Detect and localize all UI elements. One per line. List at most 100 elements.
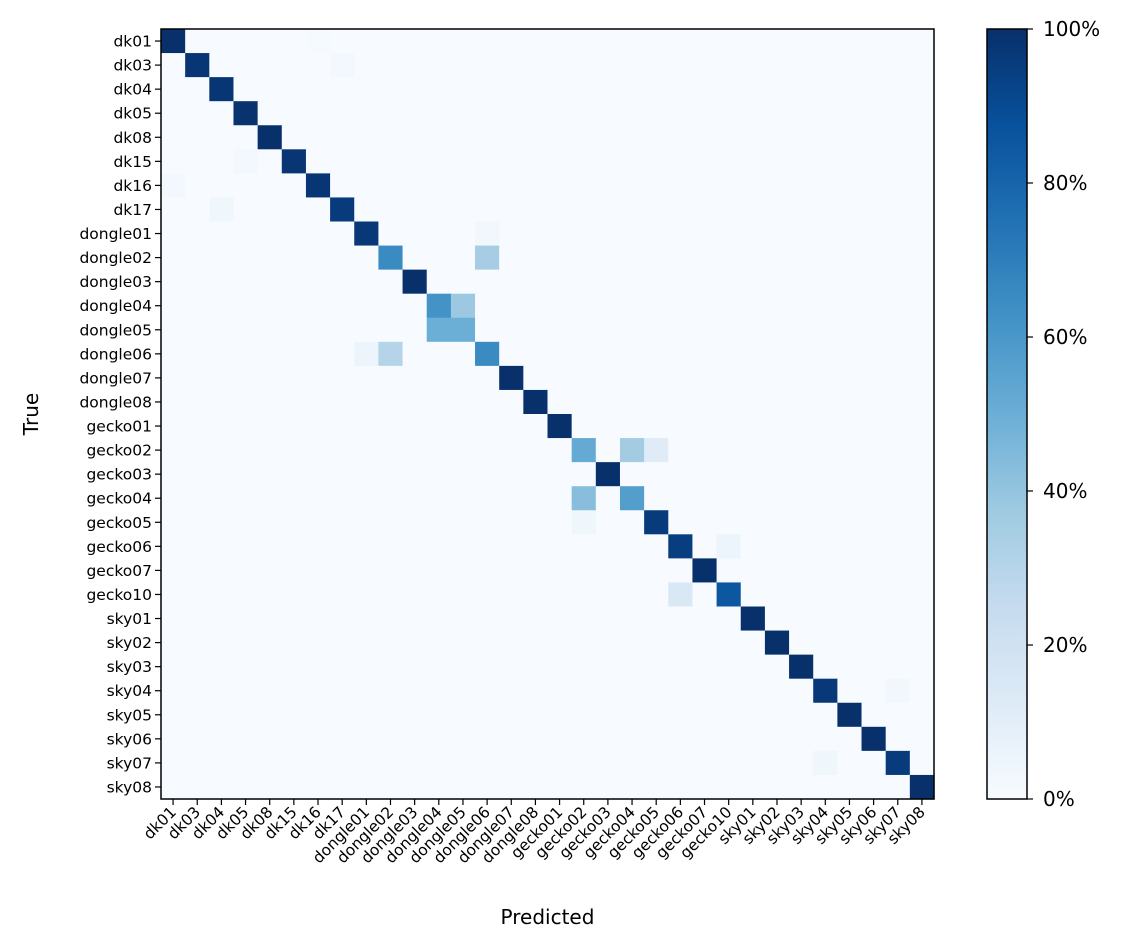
heatmap-cell: [402, 414, 428, 439]
heatmap-cell: [330, 365, 355, 391]
heatmap-cell: [619, 582, 645, 608]
heatmap-cell: [161, 125, 186, 150]
heatmap-cell: [499, 317, 524, 343]
heatmap-cell: [305, 197, 331, 223]
heatmap-cell: [281, 149, 307, 174]
heatmap-cell: [499, 510, 524, 535]
heatmap-cell: [885, 678, 911, 704]
heatmap-cell: [354, 582, 380, 608]
heatmap-cell: [740, 389, 766, 415]
heatmap-cell: [354, 101, 380, 126]
heatmap-cell: [595, 53, 621, 78]
heatmap-cell: [330, 438, 355, 463]
heatmap-cell: [764, 414, 790, 439]
heatmap-cell: [305, 582, 331, 608]
heatmap-cell: [402, 702, 428, 728]
heatmap-cell: [426, 389, 452, 415]
heatmap-cell: [523, 365, 549, 391]
heatmap-cell: [837, 29, 863, 54]
heatmap-cell: [692, 77, 718, 102]
heatmap-cell: [185, 221, 210, 247]
heatmap-cell: [813, 774, 838, 800]
heatmap-cell: [813, 486, 838, 511]
heatmap-cell: [330, 414, 355, 439]
heatmap-cell: [209, 774, 235, 800]
heatmap-cell: [813, 678, 838, 704]
heatmap-cell: [257, 125, 283, 150]
heatmap-cell: [281, 702, 307, 728]
heatmap-cell: [475, 365, 500, 391]
heatmap-cell: [257, 197, 283, 223]
heatmap-cell: [861, 774, 887, 800]
heatmap-cell: [161, 774, 186, 800]
heatmap-cell: [885, 486, 911, 511]
heatmap-cell: [571, 341, 597, 367]
heatmap-cell: [450, 53, 476, 78]
heatmap-cell: [764, 317, 790, 343]
heatmap-cell: [305, 606, 331, 632]
heatmap-cell: [305, 293, 331, 319]
heatmap-cell: [571, 630, 597, 656]
heatmap-cell: [571, 558, 597, 584]
heatmap-cell: [257, 558, 283, 584]
heatmap-cell: [764, 101, 790, 126]
y-tick-label: dongle01: [79, 225, 152, 243]
heatmap-cell: [233, 678, 259, 704]
heatmap-cell: [861, 750, 887, 776]
heatmap-cell: [692, 365, 718, 391]
heatmap-cell: [764, 726, 790, 752]
heatmap-cell: [402, 438, 428, 463]
heatmap-cell: [330, 29, 355, 54]
heatmap-cell: [619, 750, 645, 776]
heatmap-cell: [789, 365, 814, 391]
heatmap-cell: [257, 173, 283, 199]
heatmap-cell: [233, 173, 259, 199]
heatmap-cell: [813, 197, 838, 223]
heatmap-cell: [571, 149, 597, 174]
heatmap-cell: [909, 510, 935, 535]
heatmap-cell: [716, 438, 742, 463]
heatmap-cell: [789, 678, 814, 704]
heatmap-cell: [644, 726, 669, 752]
heatmap-cell: [523, 149, 549, 174]
heatmap-cell: [547, 77, 573, 102]
heatmap-cell: [523, 245, 549, 271]
heatmap-cell: [837, 582, 863, 608]
heatmap-cell: [426, 125, 452, 150]
heatmap-cell: [378, 125, 404, 150]
heatmap-cell: [233, 125, 259, 150]
heatmap-cell: [571, 654, 597, 680]
heatmap-cell: [885, 630, 911, 656]
heatmap-cell: [668, 486, 694, 511]
heatmap-cell: [161, 245, 186, 271]
heatmap-cell: [716, 414, 742, 439]
heatmap-cell: [257, 245, 283, 271]
heatmap-cell: [619, 101, 645, 126]
heatmap-cell: [909, 221, 935, 247]
heatmap-cell: [209, 29, 235, 54]
heatmap-cell: [740, 558, 766, 584]
heatmap-cell: [305, 486, 331, 511]
heatmap-cell: [378, 293, 404, 319]
heatmap-cell: [547, 365, 573, 391]
heatmap-cell: [354, 486, 380, 511]
heatmap-cell: [595, 414, 621, 439]
heatmap-cell: [305, 149, 331, 174]
heatmap-cell: [547, 510, 573, 535]
heatmap-cell: [716, 702, 742, 728]
heatmap-cell: [885, 726, 911, 752]
heatmap-cell: [475, 389, 500, 415]
heatmap-cell: [813, 317, 838, 343]
heatmap-cell: [523, 750, 549, 776]
heatmap-cell: [281, 221, 307, 247]
heatmap-cell: [619, 293, 645, 319]
heatmap-cell: [450, 293, 476, 319]
heatmap-cell: [668, 630, 694, 656]
heatmap-cell: [692, 678, 718, 704]
heatmap-cell: [837, 678, 863, 704]
heatmap-cell: [354, 77, 380, 102]
heatmap-cell: [523, 53, 549, 78]
heatmap-cell: [861, 53, 887, 78]
heatmap-cell: [450, 606, 476, 632]
heatmap-cell: [402, 269, 428, 295]
